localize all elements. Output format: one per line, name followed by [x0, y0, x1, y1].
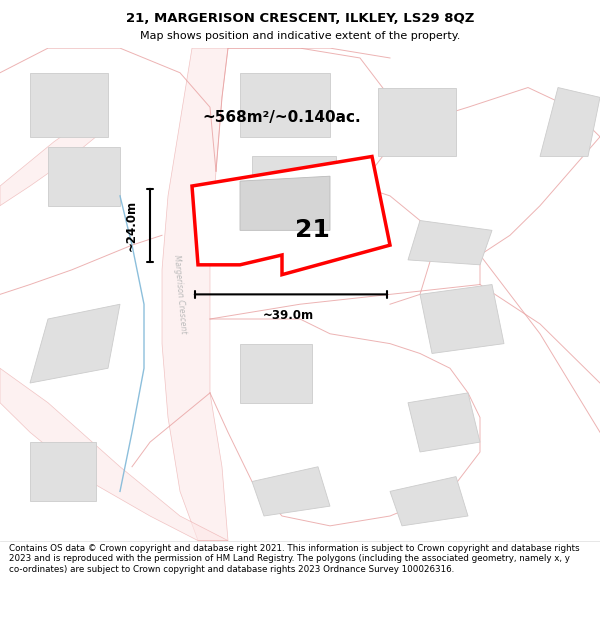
- Polygon shape: [192, 156, 390, 274]
- Polygon shape: [240, 344, 312, 402]
- Polygon shape: [408, 393, 480, 452]
- Polygon shape: [162, 48, 228, 541]
- Text: 21: 21: [295, 218, 329, 242]
- Polygon shape: [240, 72, 330, 137]
- Polygon shape: [420, 284, 504, 354]
- Text: Map shows position and indicative extent of the property.: Map shows position and indicative extent…: [140, 31, 460, 41]
- Polygon shape: [0, 112, 108, 206]
- Text: ~568m²/~0.140ac.: ~568m²/~0.140ac.: [203, 109, 361, 124]
- Polygon shape: [240, 176, 330, 231]
- Polygon shape: [252, 156, 336, 221]
- Polygon shape: [408, 221, 492, 265]
- Text: ~39.0m: ~39.0m: [262, 309, 314, 322]
- Polygon shape: [0, 368, 228, 541]
- Polygon shape: [48, 147, 120, 206]
- Polygon shape: [378, 88, 456, 156]
- Polygon shape: [540, 88, 600, 156]
- Text: Margerison Crescent: Margerison Crescent: [172, 254, 188, 334]
- Text: Contains OS data © Crown copyright and database right 2021. This information is : Contains OS data © Crown copyright and d…: [9, 544, 580, 574]
- Polygon shape: [390, 477, 468, 526]
- Polygon shape: [30, 304, 120, 383]
- Polygon shape: [252, 467, 330, 516]
- Text: 21, MARGERISON CRESCENT, ILKLEY, LS29 8QZ: 21, MARGERISON CRESCENT, ILKLEY, LS29 8Q…: [126, 12, 474, 25]
- Polygon shape: [30, 442, 96, 501]
- Text: ~24.0m: ~24.0m: [125, 200, 138, 251]
- Polygon shape: [30, 72, 108, 137]
